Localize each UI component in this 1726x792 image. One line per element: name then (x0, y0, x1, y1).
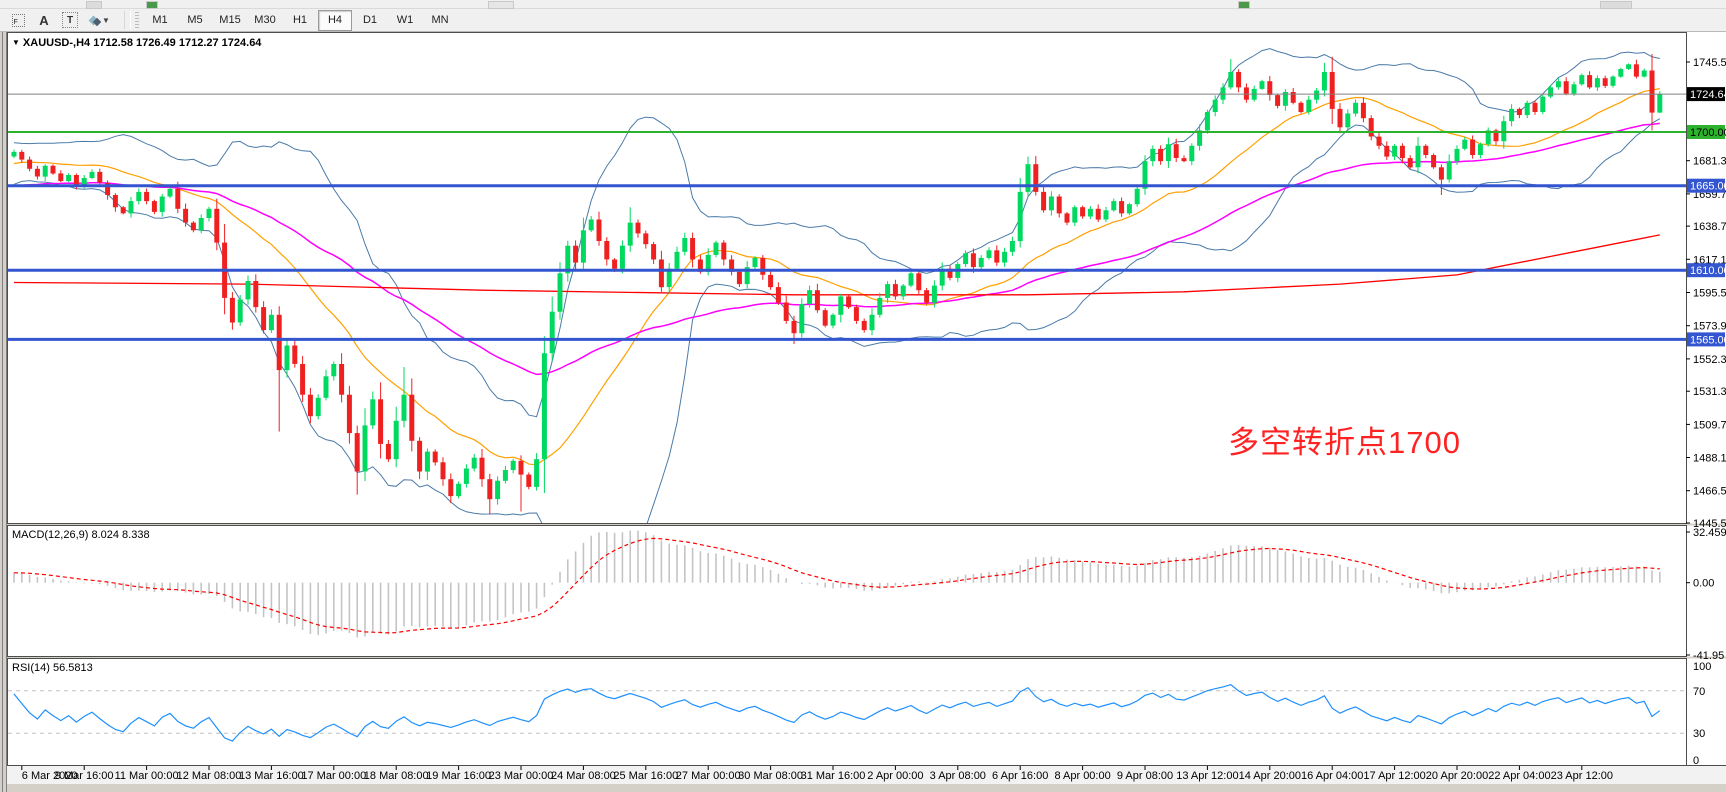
chart-toolbar: F A T ▼ M1 M5 M15 M30 H1 H4 D1 W1 MN (0, 9, 1726, 32)
svg-text:1488.10: 1488.10 (1693, 453, 1726, 465)
timeframe-button-d1[interactable]: D1 (362, 14, 378, 26)
chart-shift-icon: F (11, 13, 25, 27)
chart-annotation-text: 多空转折点1700 (1228, 425, 1461, 460)
chart-canvas[interactable]: 1745.501681.301659.701638.701617.101595.… (7, 32, 1726, 792)
toolbar-separator (124, 11, 131, 29)
text-label-icon: T (62, 12, 78, 28)
collapse-chart-icon[interactable]: ▼ (12, 38, 20, 47)
svg-text:13 Apr 12:00: 13 Apr 12:00 (1176, 770, 1238, 782)
svg-text:9 Mar 16:00: 9 Mar 16:00 (55, 770, 114, 782)
window-chrome-strip (0, 0, 1726, 9)
timeframe-button-h1[interactable]: H1 (292, 14, 308, 26)
window-chrome-fragment (146, 1, 158, 9)
window-chrome-fragment (488, 1, 514, 9)
svg-text:8 Apr 00:00: 8 Apr 00:00 (1054, 770, 1110, 782)
timeframe-group: M1 M5 M15 M30 H1 H4 D1 W1 MN (143, 9, 458, 31)
svg-text:1700.00: 1700.00 (1690, 127, 1726, 139)
text-label-tool-button[interactable]: T (58, 10, 82, 31)
macd-indicator-label: MACD(12,26,9) 8.024 8.338 (12, 529, 150, 541)
svg-text:1531.30: 1531.30 (1693, 386, 1726, 398)
svg-text:1638.70: 1638.70 (1693, 221, 1726, 233)
svg-text:23 Mar 00:00: 23 Mar 00:00 (489, 770, 554, 782)
svg-text:16 Apr 04:00: 16 Apr 04:00 (1301, 770, 1363, 782)
svg-text:1724.64: 1724.64 (1690, 89, 1726, 101)
svg-text:20 Apr 20:00: 20 Apr 20:00 (1426, 770, 1488, 782)
svg-text:25 Mar 16:00: 25 Mar 16:00 (613, 770, 678, 782)
timeframe-button-w1[interactable]: W1 (396, 14, 414, 26)
svg-text:23 Apr 12:00: 23 Apr 12:00 (1551, 770, 1613, 782)
svg-text:6 Apr 16:00: 6 Apr 16:00 (992, 770, 1048, 782)
dropdown-caret-icon: ▼ (102, 15, 110, 25)
svg-text:30 Mar 08:00: 30 Mar 08:00 (738, 770, 803, 782)
svg-text:32.459: 32.459 (1693, 527, 1726, 539)
svg-text:0.00: 0.00 (1693, 578, 1714, 590)
svg-text:1466.50: 1466.50 (1693, 486, 1726, 498)
window-chrome-fragment (86, 1, 102, 9)
svg-text:0: 0 (1693, 755, 1699, 767)
svg-text:14 Apr 20:00: 14 Apr 20:00 (1239, 770, 1301, 782)
text-tool-icon: A (39, 12, 49, 28)
svg-text:1665.00: 1665.00 (1690, 181, 1726, 193)
svg-text:30: 30 (1693, 728, 1705, 740)
svg-text:2 Apr 00:00: 2 Apr 00:00 (867, 770, 923, 782)
svg-text:13 Mar 16:00: 13 Mar 16:00 (239, 770, 304, 782)
timeframe-button-m15[interactable]: M15 (219, 14, 241, 26)
arrows-style-button[interactable]: ▼ (84, 10, 116, 31)
window-chrome-fragment (1600, 1, 1632, 9)
toolbar-drag-handle[interactable] (135, 12, 139, 28)
timeframe-button-mn[interactable]: MN (431, 14, 449, 26)
svg-text:1617.10: 1617.10 (1693, 254, 1726, 266)
timeframe-button-m1[interactable]: M1 (152, 14, 168, 26)
svg-text:1565.00: 1565.00 (1690, 334, 1726, 346)
svg-text:-41.95: -41.95 (1693, 650, 1724, 662)
svg-text:1610.00: 1610.00 (1690, 265, 1726, 277)
svg-text:1445.50: 1445.50 (1693, 518, 1726, 530)
timeframe-button-m30[interactable]: M30 (254, 14, 276, 26)
timeframe-button-m5[interactable]: M5 (187, 14, 203, 26)
svg-text:12 Mar 08:00: 12 Mar 08:00 (177, 770, 242, 782)
svg-text:22 Apr 04:00: 22 Apr 04:00 (1488, 770, 1550, 782)
svg-text:18 Mar 08:00: 18 Mar 08:00 (364, 770, 429, 782)
svg-text:3 Apr 08:00: 3 Apr 08:00 (930, 770, 986, 782)
svg-text:1745.50: 1745.50 (1693, 57, 1726, 69)
timeframe-button-h4[interactable]: H4 (318, 9, 352, 31)
svg-text:27 Mar 00:00: 27 Mar 00:00 (676, 770, 741, 782)
chart-shift-tool-button[interactable]: F (6, 10, 30, 31)
chart-symbol-header: ▼ XAUUSD-,H4 1712.58 1726.49 1712.27 1724… (12, 37, 261, 49)
svg-text:1552.30: 1552.30 (1693, 354, 1726, 366)
arrows-style-icon (92, 17, 102, 27)
svg-text:17 Apr 12:00: 17 Apr 12:00 (1363, 770, 1425, 782)
rsi-indicator-label: RSI(14) 56.5813 (12, 662, 93, 674)
svg-text:100: 100 (1693, 661, 1711, 673)
window-chrome-fragment (1238, 1, 1250, 9)
svg-text:17 Mar 00:00: 17 Mar 00:00 (301, 770, 366, 782)
svg-text:31 Mar 16:00: 31 Mar 16:00 (801, 770, 866, 782)
ohlc-readout: XAUUSD-,H4 1712.58 1726.49 1712.27 1724.… (22, 37, 262, 49)
svg-text:6 Mar 2020: 6 Mar 2020 (22, 770, 78, 782)
chart-window-left-border (0, 32, 7, 792)
svg-text:70: 70 (1693, 686, 1705, 698)
svg-text:1509.70: 1509.70 (1693, 419, 1726, 431)
svg-text:11 Mar 00:00: 11 Mar 00:00 (115, 770, 179, 782)
svg-text:9 Apr 08:00: 9 Apr 08:00 (1117, 770, 1173, 782)
svg-text:1681.30: 1681.30 (1693, 156, 1726, 168)
svg-text:1573.90: 1573.90 (1693, 321, 1726, 333)
svg-text:19 Mar 16:00: 19 Mar 16:00 (426, 770, 491, 782)
text-tool-button[interactable]: A (32, 10, 56, 31)
svg-text:1595.50: 1595.50 (1693, 288, 1726, 300)
svg-text:24 Mar 08:00: 24 Mar 08:00 (551, 770, 616, 782)
